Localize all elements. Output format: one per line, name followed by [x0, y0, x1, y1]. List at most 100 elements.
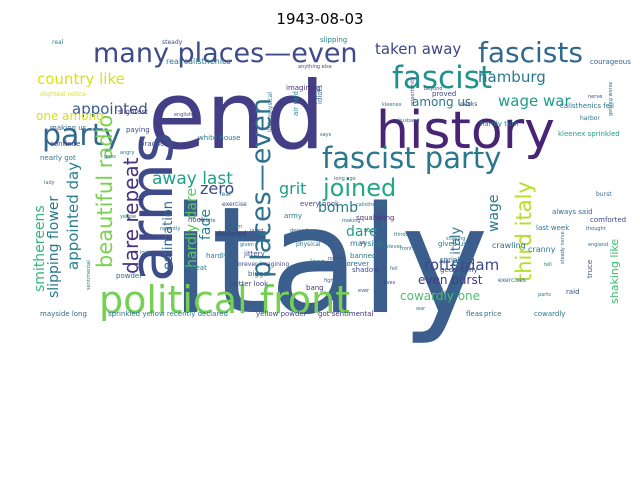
- cloud-word: ever: [358, 288, 370, 294]
- cloud-word: husband: [398, 118, 420, 124]
- cloud-word: thirds: [394, 232, 409, 238]
- cloud-word: given: [240, 242, 254, 248]
- cloud-word: making us: [50, 124, 87, 132]
- cloud-word: war: [416, 306, 426, 312]
- cloud-word: comforted: [590, 216, 626, 224]
- cloud-word: arms: [117, 132, 187, 282]
- cloud-word: forever imagining: [236, 261, 289, 268]
- cloud-word: nook: [188, 216, 206, 224]
- cloud-word: cowardly: [534, 310, 565, 318]
- cloud-word: lady: [44, 180, 55, 186]
- cloud-word: hamburg: [478, 68, 546, 86]
- cloud-word: necks: [460, 101, 477, 108]
- cloud-word: tell: [544, 262, 552, 268]
- cloud-word: dare repeat: [119, 157, 143, 274]
- cloud-word: fleas: [466, 310, 483, 318]
- cloud-word: goes: [104, 154, 116, 160]
- cloud-word: repeat: [184, 264, 207, 272]
- cloud-word: exercise: [222, 201, 247, 208]
- cloud-word: hardly: [206, 252, 228, 260]
- cloud-word: leaf: [220, 191, 232, 198]
- cloud-word: imagining: [286, 84, 321, 92]
- cloud-word: shadow: [352, 266, 379, 274]
- cloud-word: one among: [36, 109, 104, 123]
- cloud-word: taken away: [375, 40, 461, 58]
- cloud-word: wage war: [498, 92, 571, 110]
- cloud-word: anything else: [298, 64, 332, 70]
- cloud-word: wage: [486, 194, 502, 232]
- cloud-word: nearly got: [40, 154, 76, 162]
- cloud-word: opportunity: [410, 77, 416, 106]
- cloud-word: look: [140, 250, 151, 256]
- cloud-word: last week: [536, 224, 570, 232]
- cloud-word: zero: [200, 179, 234, 198]
- cloud-word: dare: [346, 224, 378, 240]
- cloud-word: cranny: [528, 245, 556, 254]
- cloud-word: raid: [566, 288, 580, 296]
- cloud-word: got sentimental: [318, 310, 373, 318]
- cloud-word: notice: [328, 256, 343, 262]
- cloud-word: better look: [230, 280, 269, 288]
- cloud-word: white house: [198, 134, 241, 142]
- cloud-word: third italy: [512, 181, 536, 282]
- cloud-word: estimation: [161, 201, 176, 270]
- cloud-word: calisthenics: [356, 202, 386, 208]
- cloud-word: fighting: [324, 278, 343, 284]
- cloud-word: english: [174, 112, 192, 118]
- cloud-word: sprinkled yellow recently declared: [108, 310, 228, 318]
- cloud-word: political front: [99, 278, 350, 322]
- cloud-word: kleenex sprinkled: [558, 130, 620, 138]
- cloud-word: mayside long: [40, 310, 87, 318]
- cloud-word: country like: [37, 70, 125, 88]
- cloud-word: turn: [232, 224, 242, 230]
- cloud-word: parts: [538, 292, 551, 298]
- cloud-word: banned: [350, 252, 376, 260]
- cloud-word: mayside: [350, 239, 384, 248]
- cloud-word: courageous: [590, 58, 631, 66]
- cloud-word: history: [376, 101, 555, 161]
- cloud-word: cowardly one: [400, 289, 480, 303]
- cloud-word: slightest notice: [40, 91, 86, 98]
- cloud-word: little physical: [267, 92, 274, 132]
- cloud-word: bodies: [434, 298, 451, 304]
- cloud-word: paying: [126, 126, 150, 134]
- cloud-word: leap: [310, 258, 326, 266]
- cloud-word: real: [52, 39, 64, 46]
- cloud-word: every nook: [300, 200, 340, 208]
- cloud-word: bomb: [318, 200, 358, 216]
- cloud-word: gives us: [438, 240, 467, 248]
- cloud-word: practice: [140, 140, 168, 148]
- cloud-word: away last: [152, 169, 233, 189]
- chart-title: 1943-08-03: [276, 10, 364, 28]
- cloud-word: squabbling: [356, 214, 394, 222]
- cloud-word: recently: [160, 226, 180, 232]
- cloud-word: continue: [50, 140, 80, 148]
- cloud-word: beyond: [424, 86, 443, 92]
- cloud-word: joined: [322, 174, 396, 202]
- cloud-word: places—even: [246, 98, 277, 278]
- cloud-word: party: [42, 118, 121, 153]
- cloud-word: fell: [390, 266, 398, 272]
- cloud-word: front: [400, 246, 412, 252]
- cloud-word: jittery: [243, 250, 265, 258]
- cloud-word: price: [484, 310, 501, 318]
- cloud-word: declared: [216, 230, 246, 238]
- cloud-word: dessert: [290, 228, 309, 234]
- cloud-word: idiots: [316, 85, 324, 104]
- cloud-word: truce: [586, 260, 594, 278]
- cloud-word: bomb italy: [449, 226, 464, 296]
- cloud-word: slightest: [118, 108, 148, 116]
- cloud-word: always said: [552, 208, 593, 216]
- cloud-word: kleenex: [382, 102, 402, 108]
- cloud-word: whatever: [378, 244, 402, 250]
- cloud-word: air raid: [292, 91, 300, 116]
- cloud-word: italy: [170, 175, 489, 347]
- cloud-word: sentimental: [86, 260, 92, 290]
- cloud-word: steady: [162, 39, 183, 46]
- cloud-word: bang: [306, 284, 324, 292]
- cloud-word: full: [416, 250, 424, 256]
- cloud-word: england: [588, 242, 608, 248]
- cloud-word: bit: [330, 290, 337, 296]
- cloud-word: calisthenics fell: [560, 102, 614, 110]
